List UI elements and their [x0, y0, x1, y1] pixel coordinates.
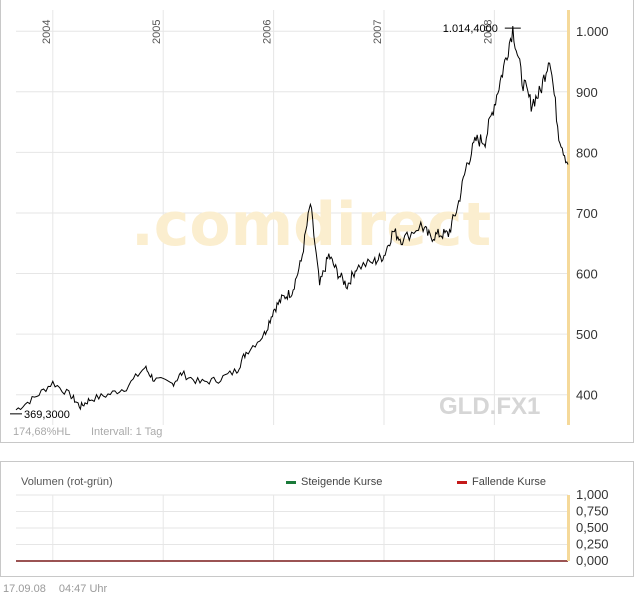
volume-title: Volumen (rot-grün): [21, 476, 113, 488]
vol-highlight: [567, 495, 570, 561]
vol-tick-label: 0,750: [576, 504, 609, 519]
legend-rising-swatch: [286, 480, 296, 484]
legend-falling-label: Fallende Kurse: [472, 476, 546, 488]
legend-rising-label: Steigende Kurse: [301, 476, 383, 488]
vol-tick-label: 0,500: [576, 520, 609, 535]
range-info: 174,68%HL: [13, 426, 71, 438]
footer-time: 04:47 Uhr: [58, 583, 108, 595]
vol-tick-label: 1,000: [576, 487, 609, 502]
volume-chart-panel: 1,000 0,750 0,500 0,250 0,000 Volumen (rot-g…: [0, 461, 634, 577]
footer-timestamp: 17.09.08 04:47 Uhr: [3, 583, 117, 595]
vol-tick-label: 0,250: [576, 537, 609, 552]
y-tick-label: 500: [576, 327, 598, 342]
ticker-label: GLD.FX1: [439, 393, 540, 420]
legend-rising: Steigende Kurse: [286, 476, 382, 488]
x-tick-label: 2004: [41, 20, 53, 44]
y-tick-label: 1.000: [576, 24, 609, 39]
y-tick-label: 700: [576, 206, 598, 221]
legend-falling: Fallende Kurse: [457, 476, 546, 488]
legend-falling-swatch: [457, 480, 467, 484]
current-period-highlight: [567, 10, 570, 425]
price-line: [15, 25, 569, 411]
min-label: 369,3000: [24, 409, 70, 421]
y-tick-label: 400: [576, 388, 598, 403]
max-label: 1.014,4000: [443, 23, 498, 35]
y-tick-label: 900: [576, 85, 598, 100]
y-tick-label: 800: [576, 145, 598, 160]
interval-info: Intervall: 1 Tag: [91, 426, 162, 438]
vol-tick-label: 0,000: [576, 553, 609, 568]
y-tick-label: 600: [576, 267, 598, 282]
x-tick-label: 2007: [372, 20, 384, 44]
price-chart-panel: 400 500 600 700 800 900 1.000 2004 2005 2006 2007 2…: [0, 0, 634, 443]
x-tick-label: 2006: [262, 20, 274, 44]
x-tick-label: 2008: [482, 20, 494, 44]
footer-date: 17.09.08: [3, 583, 46, 595]
price-chart: 400 500 600 700 800 900 1.000 2004 2005 2006 2007 2…: [10, 10, 609, 438]
watermark: .comdirect: [131, 190, 491, 260]
x-tick-label: 2005: [151, 20, 163, 44]
